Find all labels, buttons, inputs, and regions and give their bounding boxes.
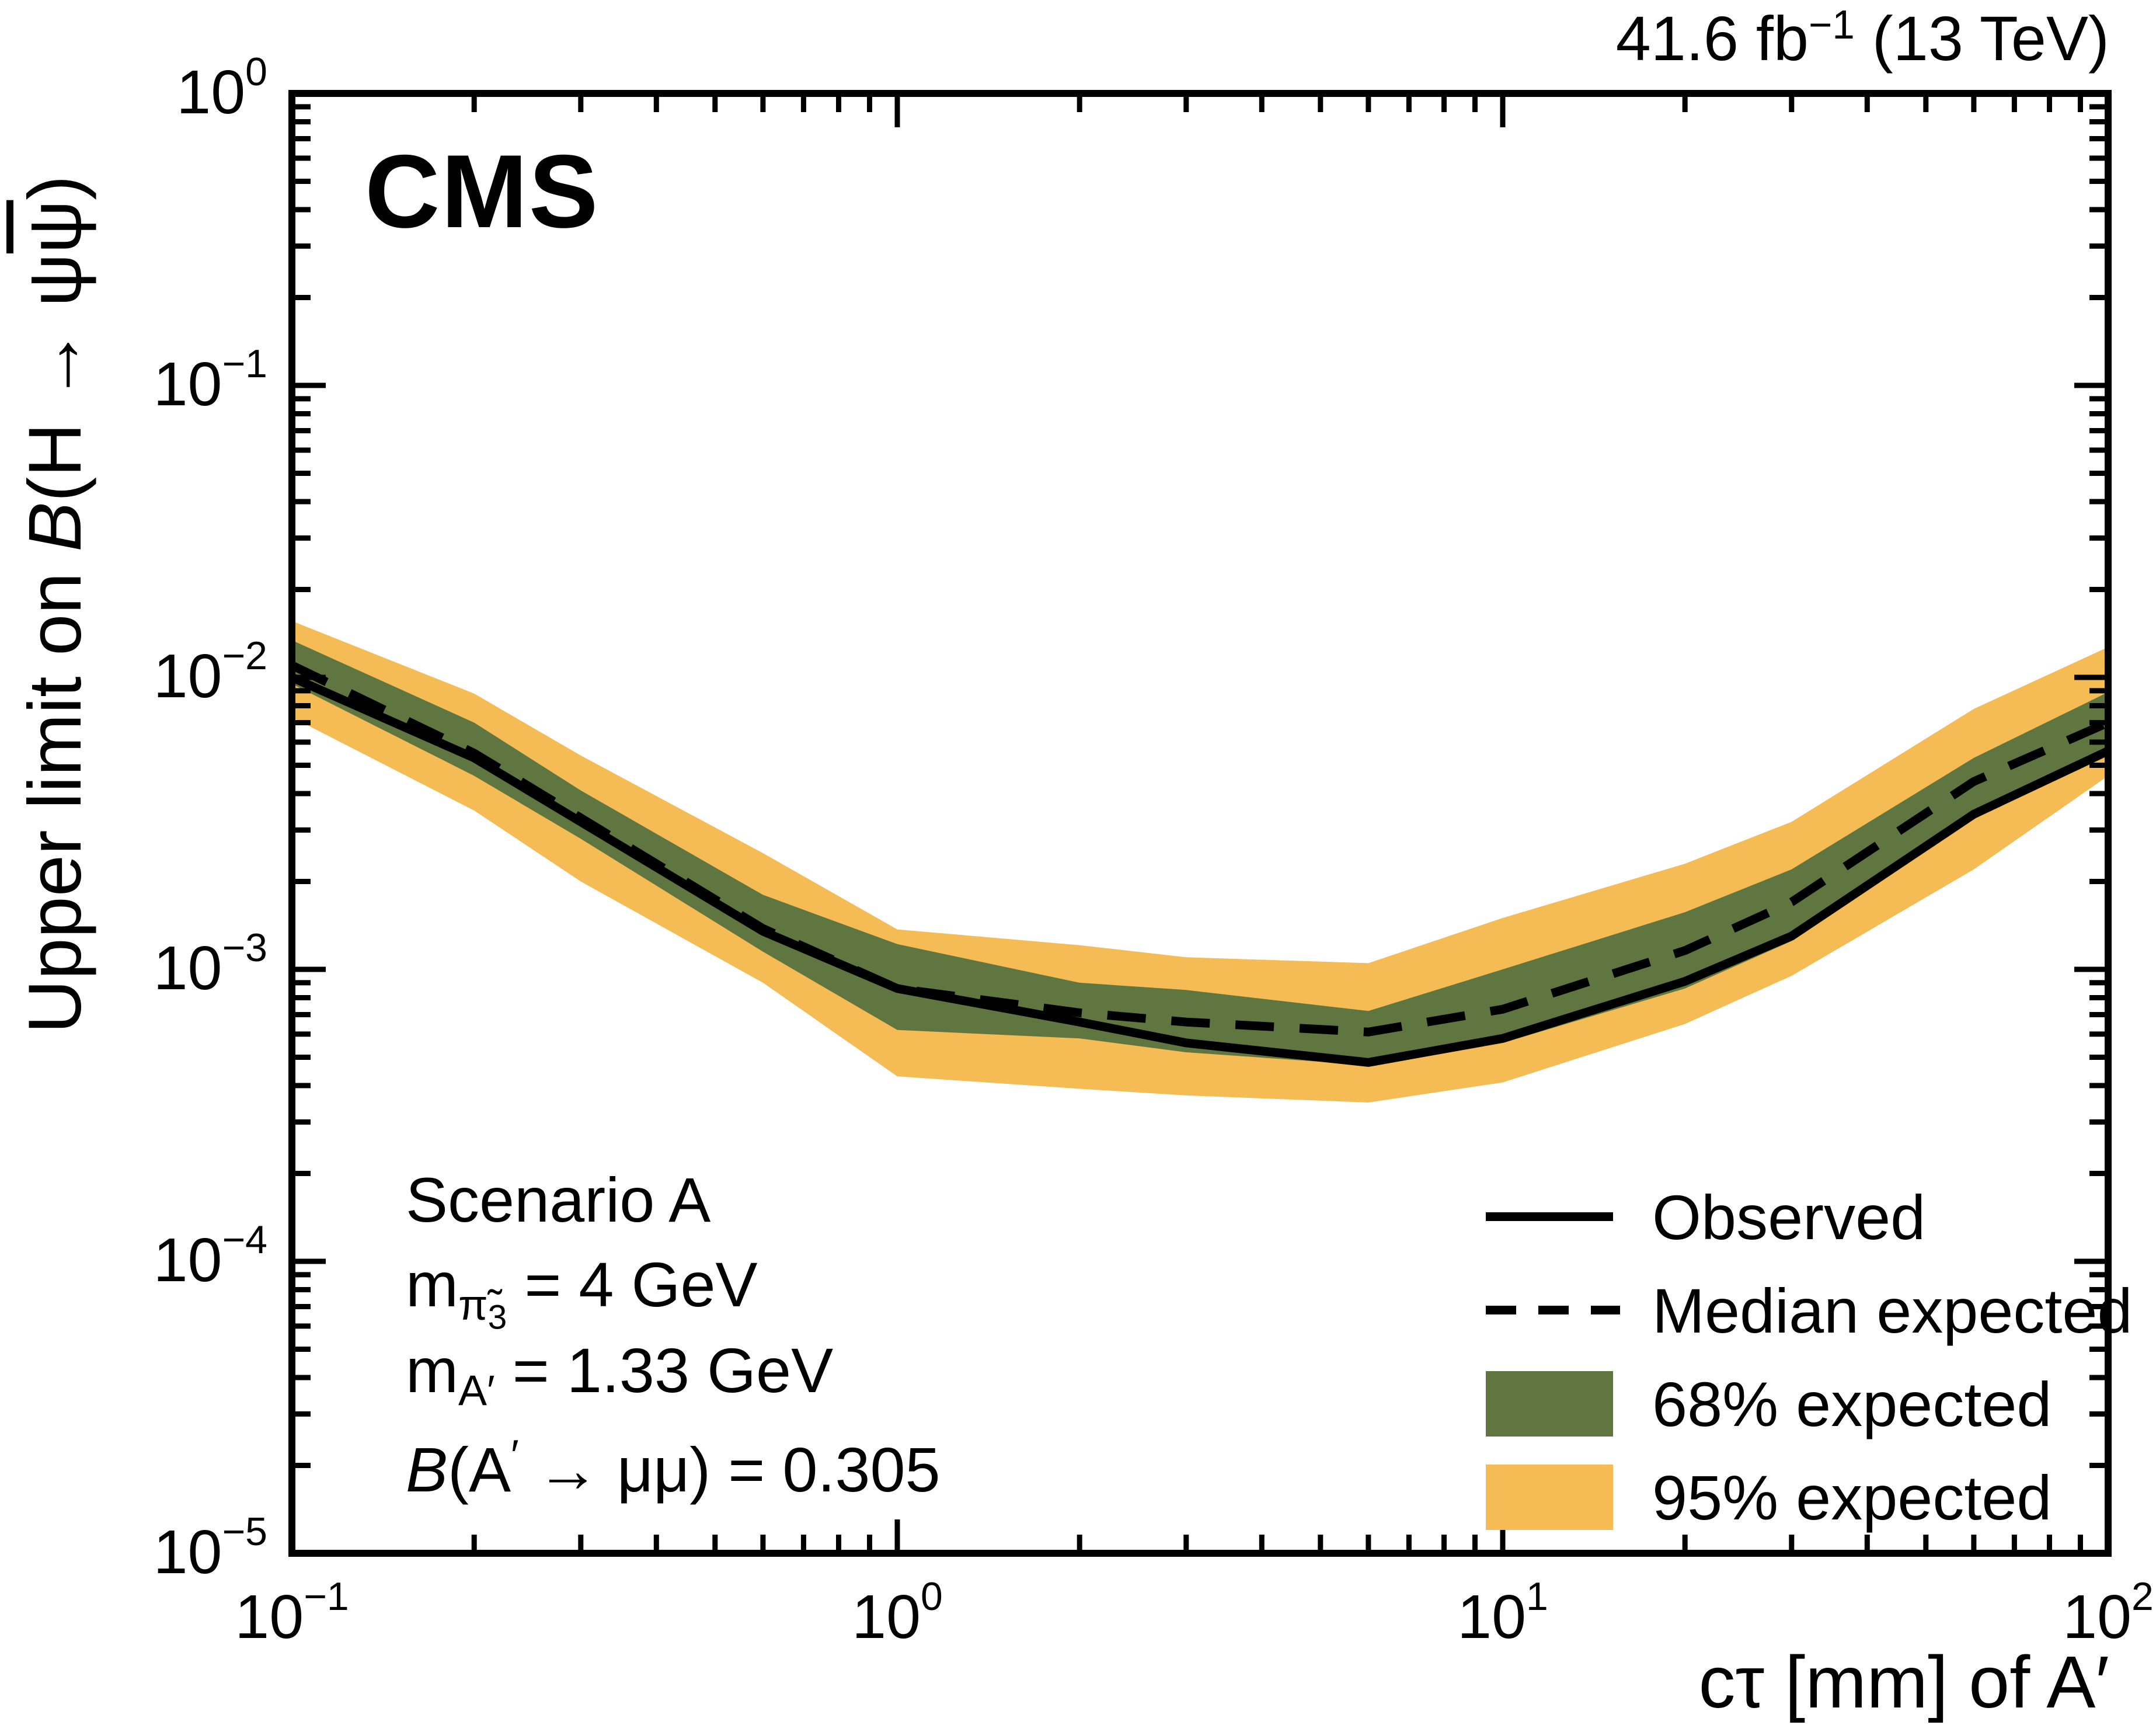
lumi-value: 41.6 fb: [1615, 3, 1809, 74]
x-tick-label: 10−1: [235, 1574, 349, 1651]
median-dashed-marker: [1486, 1306, 1620, 1314]
mass-aprime-subscript: A′: [458, 1366, 495, 1415]
y-tick-label: 100: [176, 50, 267, 127]
legend-item-observed: Observed: [1486, 1174, 2128, 1261]
median-expected-line: [290, 661, 2110, 1037]
br-value: → μμ) = 0.305: [518, 1434, 941, 1505]
br-prime: ′: [511, 1431, 519, 1479]
mass-pi-symbol: m: [406, 1249, 458, 1320]
legend-item-median: Median expected: [1486, 1267, 2133, 1355]
mass-pi-subscript: π̃3: [458, 1281, 507, 1337]
y-axis-title: Upper limit on B(H → ψψ): [13, 0, 98, 1366]
x-axis-title: cτ [mm] of A′: [1698, 1641, 2109, 1723]
mass-aprime-symbol: m: [406, 1335, 458, 1406]
observed-line-marker: [1486, 1212, 1613, 1221]
mass-pi-subsub: 3: [487, 1298, 507, 1337]
y-title-branching-symbol: B: [13, 502, 97, 552]
legend-item-68: 68% expected: [1486, 1361, 2128, 1448]
band-68-polygon: [292, 640, 2108, 1065]
y-title-psibar: ψ: [13, 200, 97, 253]
mass-aprime-label: mA′ = 1.33 GeV: [406, 1335, 833, 1426]
lumi-energy: (13 TeV): [1854, 3, 2109, 74]
y-tick-label: 10−1: [154, 342, 267, 419]
y-title-process: (H → ψ: [13, 253, 97, 502]
y-tick-label: 10−2: [154, 634, 267, 711]
lumi-exponent: −1: [1808, 2, 1855, 47]
plot-frame: [288, 90, 2112, 1557]
mass-pi-value: = 4 GeV: [507, 1249, 758, 1320]
band-68-swatch: [1486, 1371, 1613, 1437]
br-symbol: B: [406, 1434, 448, 1505]
legend-item-95: 95% expected: [1486, 1454, 2128, 1542]
y-tick-label: 10−3: [154, 926, 267, 1003]
mass-pi-sub-symbol: π̃: [458, 1281, 488, 1329]
mass-aprime-value: = 1.33 GeV: [494, 1335, 834, 1406]
br-open: (A: [448, 1434, 511, 1505]
y-tick-label: 10−4: [154, 1218, 267, 1295]
band-95-swatch: [1486, 1465, 1613, 1530]
branching-ratio-label: B(A′ → μμ) = 0.305: [406, 1420, 941, 1505]
legend-label-95: 95% expected: [1652, 1462, 2052, 1533]
mass-pi-label: mπ̃3 = 4 GeV: [406, 1250, 758, 1352]
cms-logo: CMS: [365, 133, 600, 249]
scenario-label: Scenario A: [406, 1164, 711, 1235]
legend-label-median: Median expected: [1652, 1275, 2133, 1346]
luminosity-label: 41.6 fb−1 (13 TeV): [1616, 1, 2109, 75]
x-tick-label: 101: [1457, 1574, 1548, 1651]
legend-label-observed: Observed: [1652, 1182, 1926, 1253]
x-tick-label: 100: [852, 1574, 943, 1651]
y-tick-label: 10−5: [154, 1510, 267, 1587]
y-title-text: Upper limit on: [13, 551, 97, 1034]
legend-label-68: 68% expected: [1652, 1369, 2052, 1439]
y-title-close-paren: ): [13, 175, 97, 200]
